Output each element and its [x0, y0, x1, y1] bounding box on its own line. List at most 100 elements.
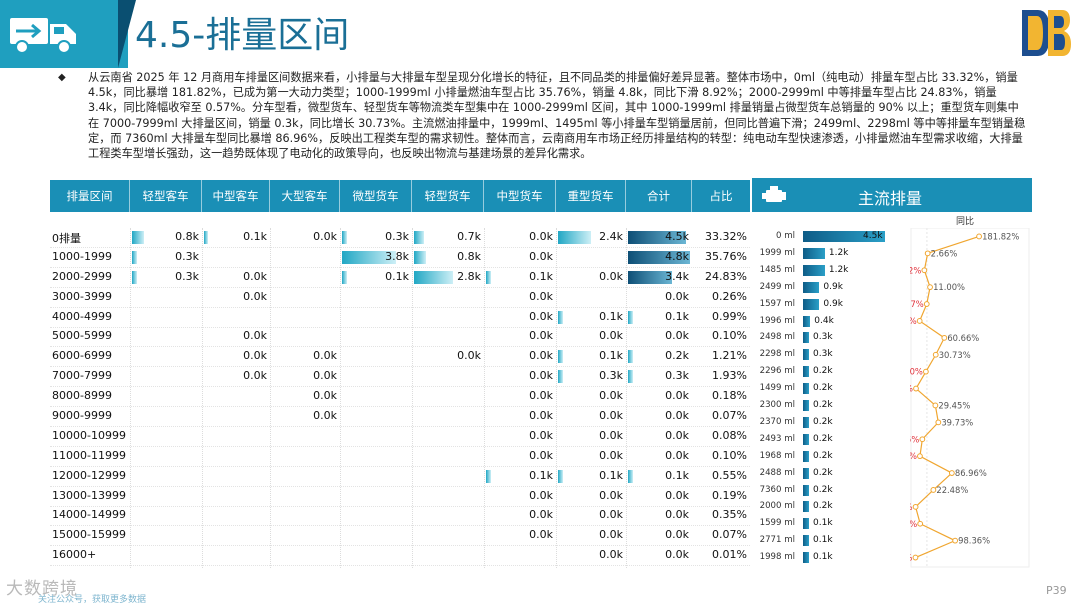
- mainstream-row: 2499 ml 0.9k: [755, 279, 1033, 296]
- table-cell: [270, 506, 340, 525]
- cell-value: 0.1k: [665, 468, 689, 482]
- yoy-point: [941, 334, 948, 341]
- column-header: 轻型货车: [412, 180, 484, 212]
- footer-subtitle: 关注公众号，获取更多数据: [38, 595, 147, 605]
- table-cell: 0.0k: [626, 288, 692, 307]
- table-cell: [130, 506, 202, 525]
- table-cell: 0.0k: [484, 308, 556, 327]
- row-label: 4000-4999: [52, 309, 112, 323]
- cell-value: 0.0k: [599, 548, 623, 562]
- displacement-label: 7360 ml: [759, 484, 795, 495]
- cell-value: 0.0k: [243, 289, 267, 303]
- table-cell: 0.0k: [484, 327, 556, 346]
- table-cell: [340, 387, 412, 406]
- column-header: 重型货车: [556, 180, 626, 212]
- table-body: 0排量 0.8k 0.1k 0.0k 0.3k 0.7k 0.0k 2.4k 4.5k 33.32…: [50, 228, 750, 567]
- cell-value: 0.08%: [712, 428, 747, 442]
- table-cell: 33.32%: [692, 228, 750, 247]
- cell-bar: [628, 310, 633, 324]
- table-cell: [340, 367, 412, 386]
- column-header: 占比: [709, 189, 733, 203]
- table-row: 8000-8999 0.0k 0.0k 0.0k 0.0k 0.18%: [50, 387, 750, 408]
- table-cell: [130, 308, 202, 327]
- mainstream-row: 2370 ml 0.2k: [755, 414, 1033, 431]
- cell-value: 2.8k: [457, 269, 481, 283]
- cell-value: 0.0k: [665, 329, 689, 343]
- row-label: 5000-5999: [52, 329, 112, 343]
- mainstream-row: 1996 ml 0.4k: [755, 313, 1033, 330]
- displacement-label: 2493 ml: [759, 433, 795, 444]
- cell-bar: [558, 469, 563, 483]
- table-cell: 0.1k: [626, 308, 692, 327]
- table-cell: 0.1k: [556, 308, 626, 327]
- mainstream-row: 1998 ml 0.1k: [755, 549, 1033, 566]
- sales-bar: [803, 518, 809, 530]
- table-cell: 0.0k: [556, 506, 626, 525]
- page-number: P39: [1046, 584, 1067, 597]
- cell-value: 0.10%: [712, 448, 747, 462]
- table-cell: 0.1k: [484, 268, 556, 287]
- column-divider: [556, 228, 557, 568]
- cell-value: 0.0k: [529, 309, 553, 323]
- table-cell: 0.0k: [202, 367, 270, 386]
- row-divider: [50, 505, 750, 507]
- row-divider: [50, 306, 750, 308]
- yoy-value: -39.90%: [910, 553, 912, 563]
- row-divider: [50, 525, 750, 527]
- displacement-label: 0 ml: [776, 231, 795, 241]
- table-row: 6000-6999 0.0k 0.0k 0.0k 0.0k 0.1k 0.2k 1.21%: [50, 347, 750, 368]
- cell-value: 33.32%: [705, 230, 747, 243]
- cell-value: 0.1k: [665, 309, 689, 323]
- cell-value: 0.0k: [665, 488, 689, 502]
- table-row: 9000-9999 0.0k 0.0k 0.0k 0.0k 0.07%: [50, 407, 750, 428]
- displacement-label: 2298 ml: [759, 349, 795, 360]
- cell-value: 0.10%: [712, 329, 747, 343]
- table-cell: [202, 407, 270, 426]
- table-cell: 0.18%: [692, 387, 750, 406]
- sales-bar: [803, 552, 809, 564]
- row-label: 0排量: [52, 232, 81, 245]
- cell-value: 0.0k: [313, 409, 337, 423]
- cell-bar: [628, 350, 633, 364]
- row-label: 10000-10999: [52, 428, 126, 442]
- table-cell: [340, 347, 412, 366]
- cell-value: 3.4k: [665, 269, 689, 283]
- row-divider: [50, 465, 750, 467]
- table-cell: [130, 327, 202, 346]
- cell-value: 0.0k: [665, 508, 689, 522]
- yoy-point: [922, 368, 929, 375]
- cell-value: 0.19%: [712, 488, 747, 502]
- sales-value: 0.9k: [823, 281, 843, 292]
- cell-bar: [558, 231, 591, 244]
- table-cell: 0.0k: [202, 327, 270, 346]
- cell-value: 0.3k: [599, 369, 623, 383]
- yoy-value: 181.82%: [982, 231, 1019, 241]
- table-cell: [412, 487, 484, 506]
- sales-value: 0.2k: [813, 501, 833, 512]
- yoy-value: 22.48%: [936, 485, 968, 495]
- sales-value: 0.2k: [813, 467, 833, 478]
- cell-bar: [204, 231, 208, 244]
- cell-value: 0.0k: [243, 369, 267, 383]
- cell-value: 0.0k: [665, 448, 689, 462]
- cell-value: 0.8k: [175, 230, 199, 243]
- yoy-point: [976, 233, 982, 240]
- table-cell: 0.10%: [692, 447, 750, 466]
- table-header: 排量区间 轻型客车 中型客车 大型客车 微型货车 轻型货车 中型货车 重型货车 合计 占比: [50, 180, 750, 212]
- cell-value: 0.0k: [599, 409, 623, 423]
- table-cell: 0.0k: [484, 228, 556, 247]
- sales-bar: [803, 501, 809, 513]
- table-cell: 0.1k: [202, 228, 270, 247]
- table-cell: 0.0k: [270, 347, 340, 366]
- cell-value: 0.8k: [457, 249, 481, 263]
- cell-value: 0.1k: [243, 230, 267, 243]
- table-cell: 0.0k: [484, 407, 556, 426]
- brand-logo-icon: [1022, 10, 1071, 56]
- displacement-label: 1599 ml: [759, 518, 795, 529]
- table-cell: [340, 467, 412, 486]
- yoy-point: [923, 301, 930, 307]
- cell-value: 2.4k: [599, 230, 623, 243]
- table-cell: 35.76%: [692, 248, 750, 267]
- table-row: 10000-10999 0.0k 0.0k 0.0k 0.08%: [50, 427, 750, 447]
- sales-value: 0.2k: [813, 450, 833, 461]
